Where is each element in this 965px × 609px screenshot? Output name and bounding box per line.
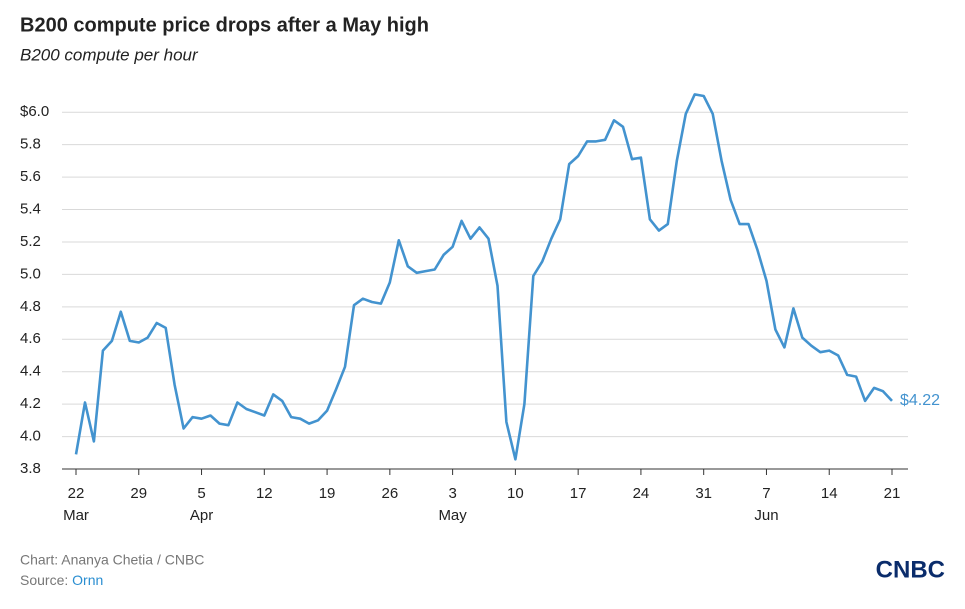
x-tick-label: 31 xyxy=(695,485,712,502)
x-tick-label: 26 xyxy=(382,485,399,502)
x-month-label: Apr xyxy=(190,507,213,524)
y-tick-label: 3.8 xyxy=(20,460,41,477)
line xyxy=(74,93,893,461)
x-tick-label: 10 xyxy=(507,485,524,502)
y-tick-label: 4.0 xyxy=(20,428,41,445)
end-label: $4.22 xyxy=(900,392,940,409)
y-tick-label: 5.6 xyxy=(20,168,41,185)
y-tick-label: 5.0 xyxy=(20,265,41,282)
x-tick-label: 5 xyxy=(197,485,205,502)
x-month-label: May xyxy=(438,507,467,524)
x-tick-label: 17 xyxy=(570,485,587,502)
source-link[interactable]: Ornn xyxy=(72,572,103,588)
y-tick-label: 5.4 xyxy=(20,200,41,217)
y-tick-label: 4.8 xyxy=(20,298,41,315)
x-tick-label: 7 xyxy=(762,485,770,502)
x-tick-label: 3 xyxy=(448,485,456,502)
x-tick-label: 12 xyxy=(256,485,273,502)
source: Source: Ornn xyxy=(20,572,103,588)
x-month-label: Jun xyxy=(754,507,778,524)
y-tick-label: 4.4 xyxy=(20,363,41,380)
x-month-label: Mar xyxy=(63,507,89,524)
y-tick-label: 4.6 xyxy=(20,330,41,347)
y-tick-label: 4.2 xyxy=(20,395,41,412)
y-tick-label: $6.0 xyxy=(20,103,49,120)
x-tick-label: 22 xyxy=(68,485,85,502)
x-tick-label: 24 xyxy=(633,485,650,502)
credit: Chart: Ananya Chetia / CNBC xyxy=(20,552,204,568)
x-tick-label: 19 xyxy=(319,485,336,502)
logo: CNBC xyxy=(876,556,945,583)
x-tick-label: 14 xyxy=(821,485,838,502)
chart-title: B200 compute price drops after a May hig… xyxy=(20,14,429,36)
y-tick-label: 5.2 xyxy=(20,233,41,250)
x-tick-label: 29 xyxy=(130,485,147,502)
x-tick-label: 21 xyxy=(884,485,901,502)
source-label: Source: xyxy=(20,572,68,588)
y-tick-label: 5.8 xyxy=(20,136,41,153)
chart-subtitle: B200 compute per hour xyxy=(20,45,199,64)
